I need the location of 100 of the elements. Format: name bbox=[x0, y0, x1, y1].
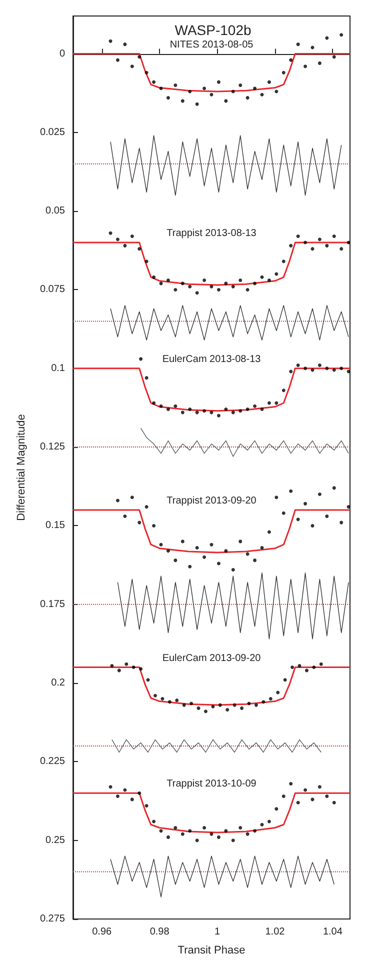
point bbox=[216, 562, 220, 566]
annotation: NITES 2013-08-05 bbox=[170, 39, 254, 50]
point bbox=[152, 80, 156, 84]
point bbox=[210, 92, 214, 96]
point bbox=[260, 275, 264, 279]
point bbox=[188, 90, 192, 94]
point bbox=[260, 92, 264, 96]
point bbox=[325, 36, 329, 40]
point bbox=[159, 829, 163, 833]
point bbox=[238, 409, 242, 413]
line-series bbox=[117, 572, 349, 640]
point bbox=[153, 694, 157, 698]
point bbox=[340, 520, 344, 524]
point bbox=[166, 278, 170, 282]
x-tick-label: 1.02 bbox=[265, 926, 286, 938]
point bbox=[346, 370, 350, 374]
point bbox=[304, 502, 308, 506]
point bbox=[231, 410, 235, 414]
point bbox=[116, 238, 120, 242]
point bbox=[116, 794, 120, 798]
point bbox=[195, 291, 199, 295]
point bbox=[202, 826, 206, 830]
point bbox=[231, 284, 235, 288]
point bbox=[224, 282, 228, 286]
point bbox=[174, 826, 178, 830]
point bbox=[268, 697, 272, 701]
point bbox=[312, 666, 316, 670]
point bbox=[260, 822, 264, 826]
point bbox=[166, 408, 170, 412]
point bbox=[144, 505, 148, 509]
point bbox=[130, 64, 134, 68]
point bbox=[152, 524, 156, 528]
point bbox=[238, 826, 242, 830]
y-tick-label: 0.05 bbox=[46, 206, 66, 217]
point bbox=[296, 42, 300, 46]
point bbox=[218, 703, 222, 707]
point bbox=[138, 520, 142, 524]
point bbox=[166, 96, 170, 100]
point bbox=[202, 278, 206, 282]
point bbox=[296, 234, 300, 238]
point bbox=[253, 404, 257, 408]
point bbox=[123, 244, 127, 248]
line-series bbox=[110, 305, 349, 340]
point bbox=[204, 710, 208, 714]
point bbox=[144, 260, 148, 264]
y-axis-title: Differential Magnitude bbox=[16, 414, 28, 521]
point bbox=[216, 414, 220, 418]
annotation: Trappist 2013-08-13 bbox=[166, 228, 257, 240]
y-tick-label: 0.1 bbox=[51, 362, 66, 374]
annotation: Trappist 2013-09-20 bbox=[166, 495, 257, 506]
point bbox=[152, 275, 156, 279]
point bbox=[188, 564, 192, 568]
point bbox=[267, 820, 271, 824]
point bbox=[224, 99, 228, 103]
point bbox=[282, 70, 286, 74]
point bbox=[282, 388, 286, 392]
point bbox=[246, 832, 250, 836]
y-tick-label: 0 bbox=[59, 48, 66, 60]
point bbox=[325, 366, 329, 370]
point bbox=[202, 86, 206, 90]
point bbox=[224, 408, 228, 412]
point bbox=[188, 408, 192, 412]
point bbox=[332, 486, 336, 490]
point bbox=[123, 42, 127, 46]
line-series bbox=[110, 135, 342, 196]
point bbox=[180, 99, 184, 103]
point bbox=[168, 700, 172, 704]
point bbox=[232, 703, 236, 707]
point bbox=[296, 800, 300, 804]
point bbox=[282, 511, 286, 515]
point bbox=[174, 83, 178, 87]
point bbox=[325, 514, 329, 518]
point bbox=[319, 662, 323, 666]
point bbox=[166, 549, 170, 553]
point bbox=[332, 800, 336, 804]
point bbox=[340, 247, 344, 251]
point bbox=[130, 798, 134, 802]
point bbox=[130, 234, 134, 238]
point bbox=[108, 785, 112, 789]
point bbox=[289, 782, 293, 786]
point bbox=[195, 838, 199, 842]
point bbox=[240, 706, 244, 710]
point bbox=[304, 788, 308, 792]
point bbox=[216, 80, 220, 84]
point bbox=[174, 558, 178, 562]
point bbox=[152, 820, 156, 824]
point bbox=[195, 546, 199, 550]
point bbox=[325, 244, 329, 248]
point bbox=[195, 102, 199, 106]
point bbox=[152, 401, 156, 405]
point bbox=[282, 260, 286, 264]
point bbox=[260, 546, 264, 550]
point bbox=[144, 70, 148, 74]
point bbox=[180, 540, 184, 544]
point bbox=[340, 366, 344, 370]
point bbox=[318, 238, 322, 242]
point bbox=[282, 794, 286, 798]
point bbox=[202, 409, 206, 413]
y-tick-label: 0.225 bbox=[40, 756, 66, 768]
point bbox=[332, 234, 336, 238]
